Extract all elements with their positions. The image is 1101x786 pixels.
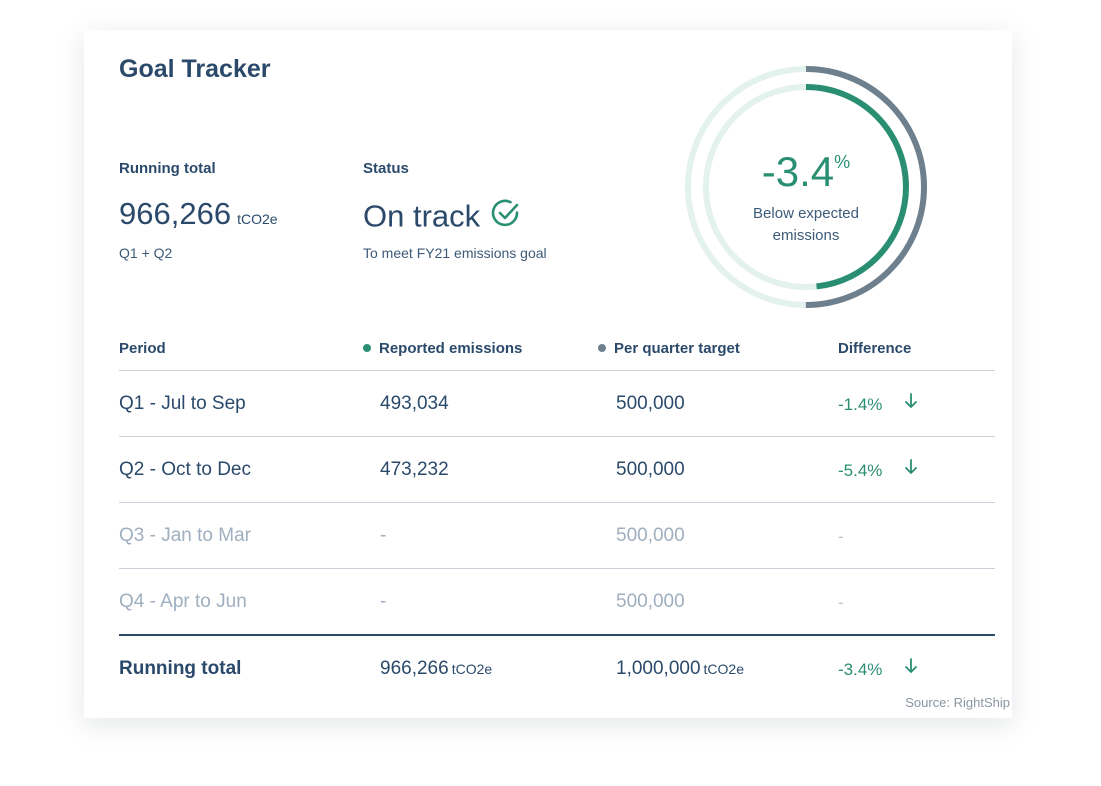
cell-difference: -1.4% (838, 393, 918, 416)
cell-reported: 493,034 (380, 393, 449, 414)
arrow-down-icon (904, 459, 918, 480)
total-reported: 966,266 tCO2e (380, 658, 492, 680)
total-period: Running total (119, 658, 242, 679)
header-reported-label: Reported emissions (379, 340, 523, 357)
target-dot-icon (598, 344, 606, 352)
cell-reported: - (380, 591, 387, 612)
status-label: Status (363, 160, 409, 177)
total-target-unit: tCO2e (703, 661, 744, 677)
cell-period: Q2 - Oct to Dec (119, 459, 251, 480)
cell-target: 500,000 (616, 591, 685, 612)
running-total-value: 966,266 (119, 196, 232, 231)
arrow-down-icon (904, 658, 918, 679)
cell-difference: -5.4% (838, 459, 918, 482)
total-target: 1,000,000 tCO2e (616, 658, 744, 680)
header-target-label: Per quarter target (614, 340, 740, 357)
status-value: On track (363, 198, 481, 234)
cell-target: 500,000 (616, 459, 685, 480)
table-total-row: Running total 966,266 tCO2e 1,000,000 tCO2… (119, 634, 995, 702)
reported-dot-icon (363, 344, 371, 352)
gauge-caption-line1: Below expected (753, 205, 859, 222)
table-row: Q3 - Jan to Mar - 500,000 - (119, 502, 995, 569)
page-title: Goal Tracker (119, 55, 271, 83)
status-sub: To meet FY21 emissions goal (363, 245, 547, 261)
header-reported: Reported emissions (363, 340, 522, 357)
gauge-value: -3.4 (761, 148, 835, 195)
table-row: Q1 - Jul to Sep 493,034 500,000 -1.4% (119, 370, 995, 437)
cell-reported: - (380, 525, 387, 546)
cell-period: Q3 - Jan to Mar (119, 525, 251, 546)
emissions-gauge: -3.4% Below expected emissions (682, 63, 930, 311)
gauge-center: -3.4% Below expected emissions (682, 63, 930, 311)
running-total-label: Running total (119, 160, 216, 177)
cell-period: Q4 - Apr to Jun (119, 591, 247, 612)
running-total-value-group: 966,266 tCO2e (119, 198, 278, 229)
difference-value: -3.4% (838, 660, 883, 679)
gauge-unit: % (834, 152, 851, 172)
total-reported-unit: tCO2e (451, 661, 493, 677)
gauge-reported-arc (703, 84, 909, 290)
cell-period: Q1 - Jul to Sep (119, 393, 246, 414)
gauge-caption: Below expected emissions (682, 203, 930, 247)
total-target-value: 1,000,000 (616, 658, 701, 679)
difference-value: -1.4% (838, 395, 883, 414)
running-total-sub: Q1 + Q2 (119, 245, 173, 261)
arrow-down-icon (904, 393, 918, 414)
check-circle-icon (490, 197, 522, 234)
cell-target: 500,000 (616, 393, 685, 414)
table-row: Q2 - Oct to Dec 473,232 500,000 -5.4% (119, 436, 995, 503)
total-reported-value: 966,266 (380, 658, 449, 679)
total-difference: -3.4% (838, 658, 918, 681)
header-target: Per quarter target (598, 340, 740, 357)
cell-difference: - (838, 593, 844, 612)
status-value-group: On track (363, 197, 522, 237)
gauge-target-arc (685, 66, 927, 308)
running-total-unit: tCO2e (237, 211, 278, 227)
cell-target: 500,000 (616, 525, 685, 546)
cell-reported: 473,232 (380, 459, 449, 480)
goal-tracker-card: Goal Tracker Running total 966,266 tCO2e … (84, 30, 1012, 718)
gauge-caption-line2: emissions (772, 227, 840, 244)
gauge-rings (685, 66, 927, 308)
table-row: Q4 - Apr to Jun - 500,000 - (119, 568, 995, 635)
header-period: Period (119, 340, 166, 357)
gauge-value-group: -3.4% (682, 151, 930, 193)
source-note: Source: RightShip (905, 695, 1010, 710)
difference-value: -5.4% (838, 461, 883, 480)
cell-difference: - (838, 527, 844, 546)
header-difference: Difference (838, 340, 912, 357)
